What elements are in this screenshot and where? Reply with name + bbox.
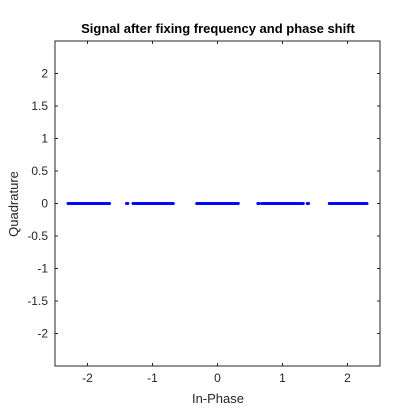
x-tick-label: 2 — [344, 371, 351, 385]
data-point — [236, 202, 240, 205]
y-axis-ticks: 2 1.5 1 0.5 0 -0.5 -1 -1.5 -2 — [27, 67, 380, 341]
x-axis-ticks: -2 -1 0 1 2 — [82, 41, 351, 385]
x-tick-label: 0 — [214, 371, 221, 385]
data-point — [365, 202, 369, 205]
x-tick-label: -1 — [147, 371, 158, 385]
y-tick-label: -2 — [37, 327, 48, 341]
data-point — [171, 202, 175, 205]
y-tick-label: -0.5 — [27, 229, 48, 243]
y-tick-label: 2 — [41, 67, 48, 81]
data-points — [66, 202, 369, 205]
data-point — [307, 202, 310, 205]
x-tick-label: -2 — [82, 371, 93, 385]
y-tick-label: 1.5 — [31, 99, 48, 113]
y-tick-label: 0.5 — [31, 164, 48, 178]
data-point — [126, 202, 130, 205]
y-tick-label: -1 — [37, 262, 48, 276]
y-tick-label: -1.5 — [27, 294, 48, 308]
data-point — [257, 202, 261, 205]
x-axis-label: In-Phase — [192, 391, 244, 406]
y-tick-label: 1 — [41, 132, 48, 146]
y-tick-label: 0 — [41, 197, 48, 211]
data-point — [301, 202, 305, 205]
data-point — [108, 202, 112, 205]
x-tick-label: 1 — [279, 371, 286, 385]
chart-title: Signal after fixing frequency and phase … — [81, 21, 355, 36]
y-axis-label: Quadrature — [6, 171, 21, 237]
